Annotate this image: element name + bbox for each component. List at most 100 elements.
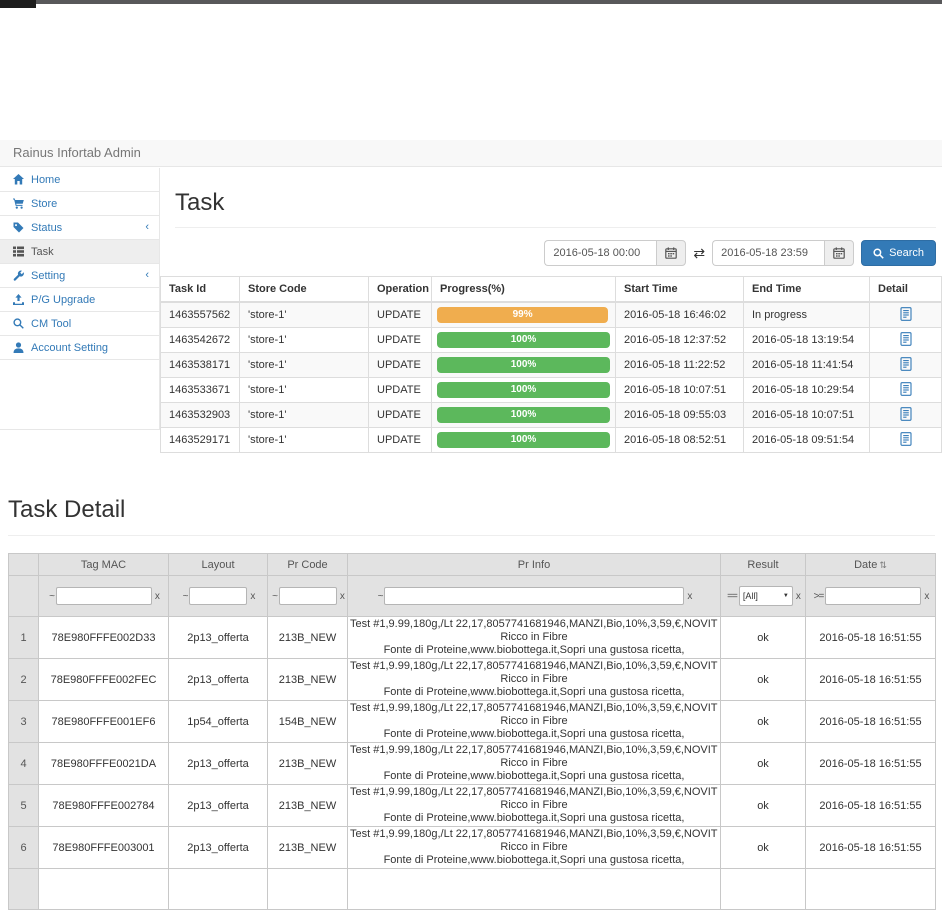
pr-info-filter-input[interactable] [384, 587, 685, 605]
sidebar-item-status[interactable]: Status ‹ [0, 216, 159, 240]
detail-cell [869, 327, 942, 353]
start-time-cell: 2016-05-18 08:52:51 [615, 427, 744, 453]
operation-cell: UPDATE [368, 377, 432, 403]
pr-info-cell: Test #1,9.99,180g,/Lt 22,17,805774168194… [347, 784, 721, 827]
calendar-icon [665, 247, 678, 259]
task-detail-title: Task Detail [8, 496, 935, 536]
col-date-sortable[interactable]: Date ⇅ [805, 553, 936, 576]
clear-filter-button[interactable]: x [250, 590, 256, 602]
layout-filter-cell: ~ x [168, 575, 268, 617]
detail-cell [869, 352, 942, 378]
search-button[interactable]: Search [861, 240, 936, 266]
col-tag-mac: Tag MAC [38, 553, 169, 576]
sidebar-item-label: Account Setting [31, 341, 109, 354]
end-time-cell: 2016-05-18 09:51:54 [743, 427, 870, 453]
file-detail-icon[interactable] [899, 406, 912, 421]
col-start-time: Start Time [615, 276, 744, 303]
file-detail-icon[interactable] [899, 356, 912, 371]
file-detail-icon[interactable] [899, 381, 912, 396]
task-id-cell: 1463557562 [160, 301, 240, 328]
file-detail-icon[interactable] [899, 306, 912, 321]
pr-info-cell: Test #1,9.99,180g,/Lt 22,17,805774168194… [347, 616, 721, 659]
clear-filter-button[interactable]: x [924, 590, 930, 602]
progress-bar: 99% [437, 307, 609, 323]
pr-info-line3: Fonte di Proteine,www.biobottega.it,Sopr… [383, 644, 685, 656]
search-button-label: Search [889, 247, 924, 259]
col-result: Result [720, 553, 806, 576]
clear-filter-button[interactable]: x [795, 590, 801, 602]
clear-filter-button[interactable]: x [687, 590, 693, 602]
end-date-group [712, 240, 855, 266]
table-row: 3 78E980FFFE001EF6 1p54_offerta 154B_NEW… [8, 700, 936, 743]
result-cell: ok [720, 616, 806, 659]
clear-filter-button[interactable]: x [154, 590, 160, 602]
table-row: 5 78E980FFFE002784 2p13_offerta 213B_NEW… [8, 784, 936, 827]
pr-info-line1: Test #1,9.99,180g,/Lt 22,17,805774168194… [350, 744, 718, 756]
col-date-label: Date [854, 558, 878, 571]
sidebar-item-task[interactable]: Task [0, 240, 159, 264]
pr-info-line3: Fonte di Proteine,www.biobottega.it,Sopr… [383, 728, 685, 740]
pr-info-line1: Test #1,9.99,180g,/Lt 22,17,805774168194… [350, 702, 718, 714]
result-filter-cell: == [All] ▼ x [720, 575, 806, 617]
task-id-cell: 1463538171 [160, 352, 240, 378]
file-detail-icon[interactable] [899, 431, 912, 446]
end-date-input[interactable] [712, 240, 825, 266]
pr-info-line3: Fonte di Proteine,www.biobottega.it,Sopr… [383, 770, 685, 782]
sidebar-item-pg-upgrade[interactable]: P/G Upgrade [0, 288, 159, 312]
operation-cell: UPDATE [368, 301, 432, 328]
sidebar-item-label: Home [31, 173, 61, 186]
tag-mac-cell: 78E980FFFE001EF6 [38, 700, 169, 743]
tag-mac-filter-input[interactable] [55, 587, 152, 605]
pr-code-filter-input[interactable] [278, 587, 337, 605]
navbar: Rainus Infortab Admin [0, 140, 942, 167]
sidebar-item-home[interactable]: Home [0, 168, 159, 192]
pr-info-cell: Test #1,9.99,180g,/Lt 22,17,805774168194… [347, 700, 721, 743]
pr-info-line2: Ricco in Fibre [500, 841, 568, 853]
detail-filter-row: ~ x ~ x ~ x ~ x == [All] ▼ x >= x [8, 575, 936, 617]
layout-filter-input[interactable] [189, 587, 248, 605]
end-date-calendar-button[interactable] [824, 240, 855, 266]
progress-cell: 100% [431, 427, 616, 453]
detail-cell [869, 427, 942, 453]
layout-cell: 2p13_offerta [168, 658, 268, 701]
layout-cell: 2p13_offerta [168, 742, 268, 785]
sidebar-item-label: Status [31, 221, 63, 234]
pr-code-cell: 213B_NEW [267, 742, 348, 785]
sidebar-item-store[interactable]: Store [0, 192, 159, 216]
row-number-cell: 6 [8, 826, 39, 869]
task-detail-section: Task Detail Tag MAC Layout Pr Code Pr In… [8, 496, 936, 910]
progress-cell: 100% [431, 352, 616, 378]
result-cell: ok [720, 826, 806, 869]
tag-mac-cell [38, 868, 169, 910]
layout-cell [168, 868, 268, 910]
row-number-cell: 4 [8, 742, 39, 785]
date-filter-input[interactable] [825, 587, 922, 605]
date-cell: 2016-05-18 16:51:55 [805, 826, 936, 869]
table-row: 1463533671 'store-1' UPDATE 100% 2016-05… [160, 377, 942, 403]
tag-mac-cell: 78E980FFFE0021DA [38, 742, 169, 785]
result-filter-select[interactable]: [All] ▼ [738, 586, 793, 606]
sidebar-item-cm-tool[interactable]: CM Tool [0, 312, 159, 336]
result-cell: ok [720, 784, 806, 827]
operation-cell: UPDATE [368, 327, 432, 353]
start-date-calendar-button[interactable] [656, 240, 687, 266]
start-date-input[interactable] [544, 240, 657, 266]
table-row: 1463532903 'store-1' UPDATE 100% 2016-05… [160, 402, 942, 428]
sidebar-item-label: Task [31, 245, 54, 258]
caret-down-icon: ▼ [782, 593, 789, 599]
row-number-cell [8, 868, 39, 910]
progress-cell: 100% [431, 402, 616, 428]
sidebar-item-label: Store [31, 197, 58, 210]
top-left-accent [0, 0, 36, 8]
detail-cell [869, 301, 942, 328]
table-row: 1 78E980FFFE002D33 2p13_offerta 213B_NEW… [8, 616, 936, 659]
result-cell: ok [720, 700, 806, 743]
file-detail-icon[interactable] [899, 331, 912, 346]
progress-bar: 100% [437, 332, 610, 348]
sidebar-item-label: Setting [31, 269, 66, 282]
sidebar-item-account-setting[interactable]: Account Setting [0, 336, 159, 360]
clear-filter-button[interactable]: x [339, 590, 345, 602]
sidebar-item-setting[interactable]: Setting ‹ [0, 264, 159, 288]
date-cell [805, 868, 936, 910]
table-row: 1463538171 'store-1' UPDATE 100% 2016-05… [160, 352, 942, 378]
